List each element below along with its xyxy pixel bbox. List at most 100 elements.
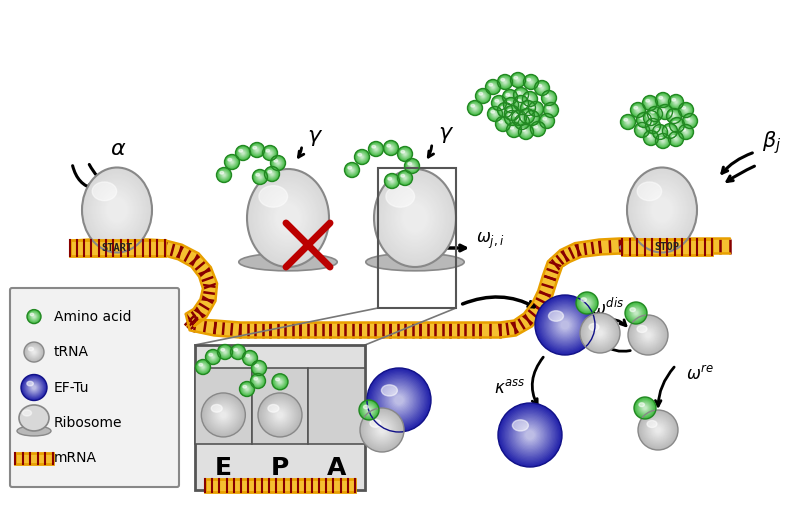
Circle shape xyxy=(523,92,537,105)
Circle shape xyxy=(489,83,498,91)
Circle shape xyxy=(26,345,42,359)
Circle shape xyxy=(662,108,669,116)
Circle shape xyxy=(253,146,262,154)
Circle shape xyxy=(655,427,661,433)
Circle shape xyxy=(477,90,489,102)
Circle shape xyxy=(390,146,393,150)
Circle shape xyxy=(255,148,259,152)
Circle shape xyxy=(473,106,477,110)
Circle shape xyxy=(481,94,485,98)
Circle shape xyxy=(525,76,538,88)
Circle shape xyxy=(521,121,523,123)
Circle shape xyxy=(498,119,508,129)
Circle shape xyxy=(665,125,675,136)
Circle shape xyxy=(538,84,546,92)
Circle shape xyxy=(528,79,534,85)
Circle shape xyxy=(626,303,646,323)
Circle shape xyxy=(267,151,272,156)
Circle shape xyxy=(687,118,693,124)
Circle shape xyxy=(22,376,46,399)
Circle shape xyxy=(209,353,217,361)
Ellipse shape xyxy=(390,188,440,248)
Circle shape xyxy=(536,82,548,94)
Circle shape xyxy=(30,312,38,321)
Ellipse shape xyxy=(84,170,150,250)
Circle shape xyxy=(350,167,354,173)
Circle shape xyxy=(490,109,500,119)
Ellipse shape xyxy=(394,194,435,242)
Circle shape xyxy=(543,92,554,103)
Circle shape xyxy=(634,106,642,114)
Circle shape xyxy=(683,114,697,128)
Circle shape xyxy=(544,103,558,117)
Circle shape xyxy=(33,350,35,353)
Circle shape xyxy=(534,106,538,112)
Circle shape xyxy=(638,400,653,416)
Circle shape xyxy=(506,93,514,101)
Ellipse shape xyxy=(682,106,686,109)
Circle shape xyxy=(545,119,549,123)
Circle shape xyxy=(654,126,666,138)
Ellipse shape xyxy=(19,405,49,431)
Ellipse shape xyxy=(402,203,427,233)
Circle shape xyxy=(501,105,510,114)
Circle shape xyxy=(674,123,679,127)
Circle shape xyxy=(211,355,214,358)
Circle shape xyxy=(360,155,364,159)
Circle shape xyxy=(640,412,676,448)
Circle shape xyxy=(515,97,527,109)
Circle shape xyxy=(243,351,257,365)
Circle shape xyxy=(514,115,530,129)
Circle shape xyxy=(658,136,668,146)
Circle shape xyxy=(261,396,299,434)
Ellipse shape xyxy=(491,111,494,113)
Circle shape xyxy=(639,127,645,133)
Circle shape xyxy=(262,396,298,433)
Circle shape xyxy=(492,111,498,117)
Circle shape xyxy=(662,124,678,138)
Circle shape xyxy=(649,102,651,104)
Circle shape xyxy=(521,101,535,115)
Circle shape xyxy=(377,425,387,435)
Circle shape xyxy=(257,380,259,382)
Circle shape xyxy=(28,346,40,358)
Circle shape xyxy=(546,105,556,115)
Circle shape xyxy=(388,144,394,152)
Circle shape xyxy=(243,351,257,365)
Circle shape xyxy=(554,314,576,336)
Circle shape xyxy=(500,121,506,127)
Circle shape xyxy=(253,362,266,374)
Circle shape xyxy=(636,400,654,417)
Circle shape xyxy=(673,115,675,118)
Circle shape xyxy=(503,80,506,84)
Circle shape xyxy=(514,114,523,122)
Circle shape xyxy=(558,318,572,332)
Circle shape xyxy=(489,107,502,121)
Circle shape xyxy=(222,173,226,177)
Circle shape xyxy=(649,116,654,120)
Circle shape xyxy=(653,125,667,139)
Circle shape xyxy=(526,78,535,86)
Circle shape xyxy=(254,376,262,386)
Circle shape xyxy=(373,146,379,152)
Circle shape xyxy=(667,109,681,123)
Ellipse shape xyxy=(255,178,321,258)
Circle shape xyxy=(502,79,508,85)
Circle shape xyxy=(26,344,42,360)
Circle shape xyxy=(370,143,382,155)
Circle shape xyxy=(682,128,690,136)
Circle shape xyxy=(210,402,236,427)
Circle shape xyxy=(508,124,520,136)
Circle shape xyxy=(498,119,509,130)
Circle shape xyxy=(357,152,367,163)
Circle shape xyxy=(513,112,525,124)
Circle shape xyxy=(533,123,543,134)
Ellipse shape xyxy=(517,91,521,94)
Circle shape xyxy=(346,164,358,176)
Circle shape xyxy=(206,350,219,364)
Circle shape xyxy=(403,152,406,156)
Circle shape xyxy=(631,103,645,117)
Polygon shape xyxy=(147,239,166,256)
Circle shape xyxy=(387,176,397,186)
Circle shape xyxy=(257,173,263,180)
